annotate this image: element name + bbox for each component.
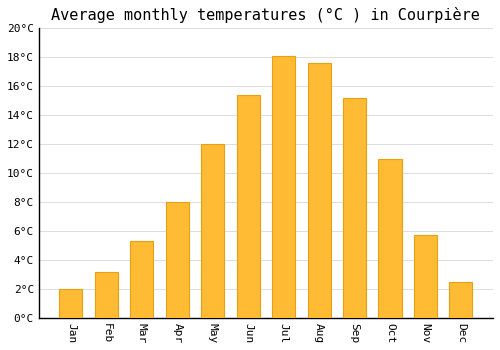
Bar	[414, 236, 437, 318]
Bar	[236, 95, 260, 318]
Title: Average monthly temperatures (°C ) in Courpière: Average monthly temperatures (°C ) in Co…	[52, 7, 480, 23]
Bar	[201, 144, 224, 318]
Bar	[378, 159, 402, 318]
Bar	[450, 282, 472, 318]
Bar	[272, 56, 295, 318]
Bar	[60, 289, 82, 318]
Bar	[166, 202, 189, 318]
Bar	[95, 272, 118, 318]
Bar	[343, 98, 366, 318]
Bar	[308, 63, 330, 318]
Bar	[130, 241, 154, 318]
